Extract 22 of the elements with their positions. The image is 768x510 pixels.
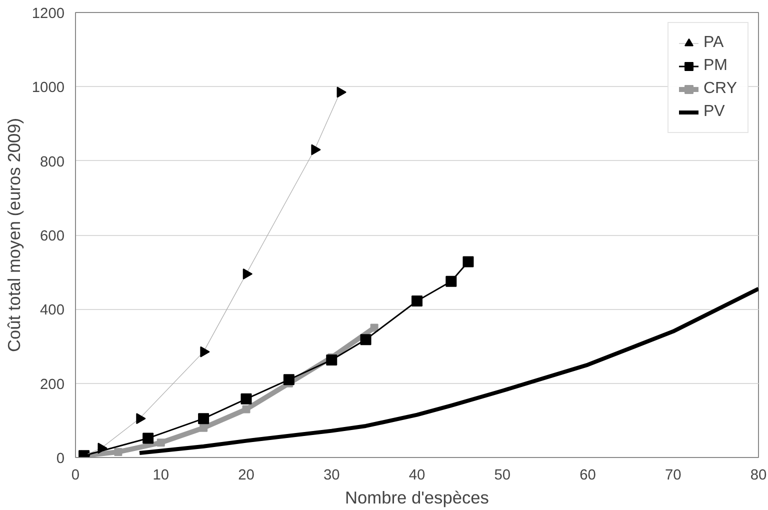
x-tick-label: 0 [71,468,80,484]
x-tick-label: 30 [323,468,340,484]
y-tick-label: 1000 [32,80,65,96]
y-tick-label: 600 [40,228,65,244]
legend-label: PM [704,57,728,75]
y-axis-title: Coût total moyen (euros 2009) [4,118,24,352]
x-tick-label: 60 [580,468,596,484]
x-tick-label: 70 [664,468,682,484]
y-tick-label: 1200 [32,6,65,22]
y-tick-label: 200 [40,376,65,393]
x-axis-title: Nombre d'espèces [345,488,490,508]
y-tick-label: 0 [56,451,65,467]
x-tick-label: 50 [494,468,511,484]
x-tick-label: 40 [408,468,426,484]
y-tick-label: 800 [40,154,65,170]
x-tick-label: 10 [152,468,170,484]
x-tick-label: 20 [238,468,254,484]
x-tick-label: 80 [750,468,767,484]
legend-label: CRY [704,80,737,98]
legend-label: PA [704,34,724,52]
legend-label: PV [704,103,725,121]
y-tick-label: 400 [40,302,65,319]
